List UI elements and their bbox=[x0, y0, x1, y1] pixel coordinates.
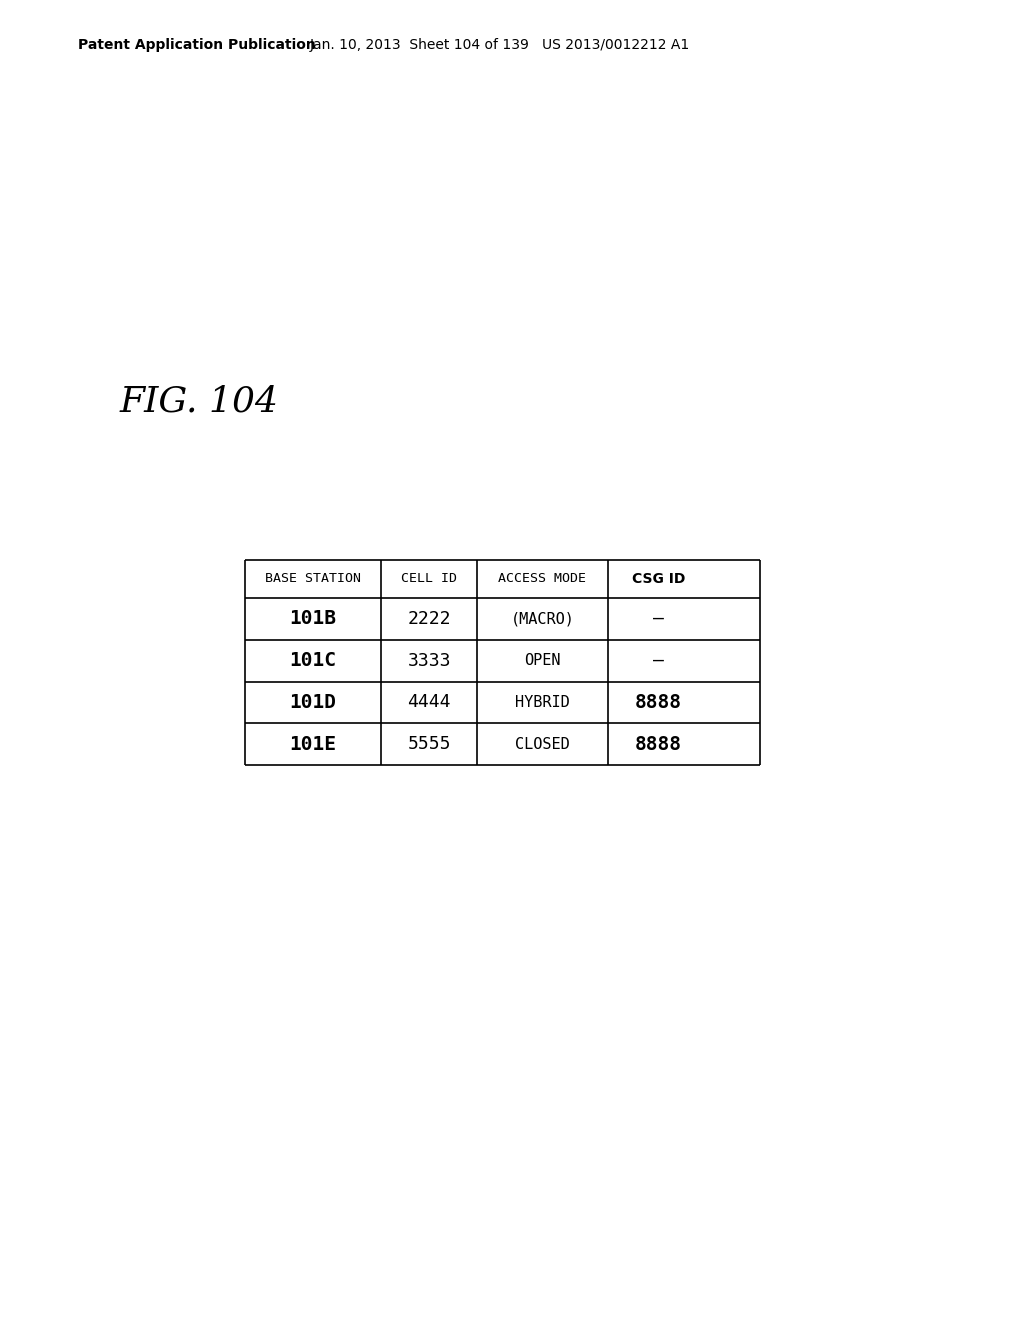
Text: —: — bbox=[653, 610, 664, 628]
Text: 101C: 101C bbox=[290, 651, 337, 671]
Text: FIG. 104: FIG. 104 bbox=[120, 385, 279, 418]
Text: 2222: 2222 bbox=[408, 610, 451, 628]
Text: 3333: 3333 bbox=[408, 652, 451, 669]
Text: CELL ID: CELL ID bbox=[401, 573, 457, 586]
Text: BASE STATION: BASE STATION bbox=[265, 573, 361, 586]
Text: 101B: 101B bbox=[290, 610, 337, 628]
Text: OPEN: OPEN bbox=[524, 653, 561, 668]
Text: (MACRO): (MACRO) bbox=[511, 611, 574, 627]
Text: 101D: 101D bbox=[290, 693, 337, 711]
Text: 5555: 5555 bbox=[408, 735, 451, 754]
Text: 8888: 8888 bbox=[635, 693, 682, 711]
Text: Jan. 10, 2013  Sheet 104 of 139   US 2013/0012212 A1: Jan. 10, 2013 Sheet 104 of 139 US 2013/0… bbox=[310, 38, 690, 51]
Text: CLOSED: CLOSED bbox=[515, 737, 569, 751]
Text: 101E: 101E bbox=[290, 735, 337, 754]
Text: HYBRID: HYBRID bbox=[515, 694, 569, 710]
Text: 4444: 4444 bbox=[408, 693, 451, 711]
Text: ACCESS MODE: ACCESS MODE bbox=[499, 573, 587, 586]
Text: 8888: 8888 bbox=[635, 735, 682, 754]
Text: CSG ID: CSG ID bbox=[632, 572, 685, 586]
Text: —: — bbox=[653, 652, 664, 669]
Text: Patent Application Publication: Patent Application Publication bbox=[78, 38, 315, 51]
